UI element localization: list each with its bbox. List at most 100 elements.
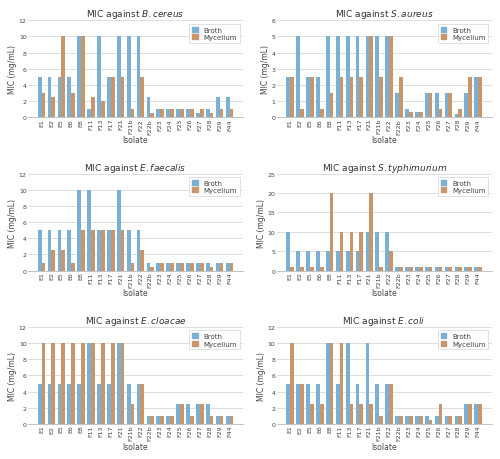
Bar [68, 231, 71, 271]
Bar [71, 263, 75, 271]
Bar [87, 190, 91, 271]
Bar [389, 38, 393, 118]
Bar [38, 384, 42, 424]
Bar [48, 78, 52, 118]
Bar [399, 416, 402, 424]
Bar [220, 416, 224, 424]
Bar [170, 416, 174, 424]
Legend: Broth, Mycelium: Broth, Mycelium [438, 331, 488, 350]
Bar [379, 78, 383, 118]
Bar [444, 267, 448, 271]
Bar [399, 78, 402, 118]
Bar [395, 416, 399, 424]
Bar [91, 343, 95, 424]
Bar [286, 384, 290, 424]
Bar [409, 113, 412, 118]
Bar [419, 416, 422, 424]
Bar [216, 263, 220, 271]
Bar [146, 416, 150, 424]
Title: MIC against $\it{E.faecalis}$: MIC against $\it{E.faecalis}$ [84, 161, 186, 174]
Bar [316, 78, 320, 118]
Bar [468, 78, 472, 118]
Bar [428, 420, 432, 424]
Bar [166, 263, 170, 271]
Bar [48, 231, 52, 271]
Bar [346, 38, 350, 118]
Bar [316, 384, 320, 424]
Bar [170, 110, 174, 118]
Y-axis label: MIC (mg/mL): MIC (mg/mL) [257, 351, 266, 400]
Bar [210, 114, 214, 118]
Bar [38, 231, 42, 271]
Bar [454, 416, 458, 424]
Bar [71, 94, 75, 118]
Bar [395, 94, 399, 118]
Bar [468, 404, 472, 424]
Bar [458, 110, 462, 118]
Bar [370, 404, 373, 424]
Bar [395, 267, 399, 271]
Bar [176, 404, 180, 424]
Bar [156, 110, 160, 118]
Bar [81, 231, 85, 271]
Bar [120, 343, 124, 424]
Bar [150, 416, 154, 424]
Bar [336, 252, 340, 271]
Bar [340, 78, 344, 118]
Bar [97, 38, 101, 118]
Bar [230, 263, 234, 271]
Bar [196, 263, 200, 271]
Bar [78, 38, 81, 118]
Bar [42, 94, 46, 118]
Bar [196, 404, 200, 424]
X-axis label: Isolate: Isolate [122, 289, 148, 298]
Bar [330, 343, 334, 424]
Bar [290, 267, 294, 271]
Bar [438, 404, 442, 424]
Bar [62, 251, 65, 271]
Bar [146, 263, 150, 271]
Y-axis label: MIC (mg/mL): MIC (mg/mL) [8, 351, 18, 400]
Bar [300, 384, 304, 424]
Bar [428, 267, 432, 271]
Bar [454, 267, 458, 271]
Bar [376, 384, 379, 424]
Bar [117, 38, 120, 118]
Bar [87, 343, 91, 424]
Bar [405, 110, 409, 118]
Bar [97, 384, 101, 424]
X-axis label: Isolate: Isolate [122, 136, 148, 145]
Bar [160, 110, 164, 118]
Bar [186, 110, 190, 118]
Title: MIC against $\it{E.coli}$: MIC against $\it{E.coli}$ [342, 314, 426, 327]
Bar [101, 231, 104, 271]
Bar [350, 232, 354, 271]
Bar [226, 263, 230, 271]
Bar [464, 267, 468, 271]
Y-axis label: MIC (mg/mL): MIC (mg/mL) [261, 45, 270, 94]
Bar [111, 343, 114, 424]
Bar [216, 98, 220, 118]
Bar [81, 38, 85, 118]
Bar [127, 38, 130, 118]
Bar [296, 384, 300, 424]
Bar [150, 267, 154, 271]
Bar [389, 252, 393, 271]
Bar [350, 78, 354, 118]
Bar [356, 252, 360, 271]
Bar [415, 113, 419, 118]
Bar [290, 343, 294, 424]
Bar [210, 267, 214, 271]
Bar [370, 38, 373, 118]
Bar [330, 94, 334, 118]
Bar [350, 404, 354, 424]
Bar [220, 263, 224, 271]
Bar [474, 404, 478, 424]
Bar [68, 384, 71, 424]
Bar [146, 98, 150, 118]
Bar [200, 404, 203, 424]
Bar [428, 94, 432, 118]
Bar [346, 252, 350, 271]
Y-axis label: MIC (mg/mL): MIC (mg/mL) [257, 198, 266, 247]
Bar [107, 384, 111, 424]
